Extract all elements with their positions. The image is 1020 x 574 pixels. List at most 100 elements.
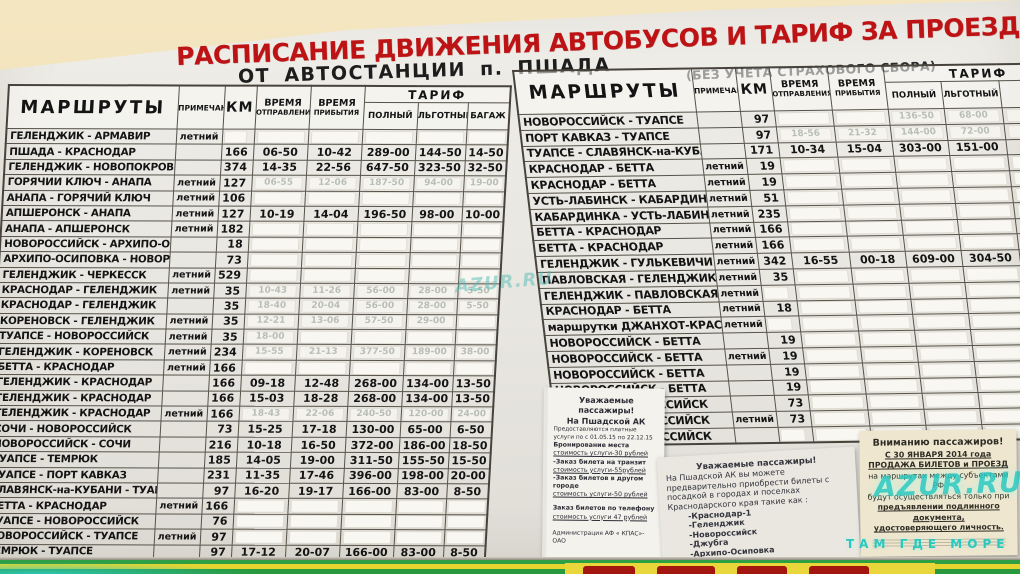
tape-patch [912,284,963,297]
route-cell: ГЕЛЕНДЖИК - КРАСНОДАР [0,405,162,422]
tape-patch [850,238,901,250]
col-departure: ВРЕМЯ ОТПРАВЛЕНИЯ [254,85,311,130]
tape-patch [291,500,339,512]
tape-patch: 18-56 [779,128,832,141]
tape-patch [305,239,353,251]
full-cell: 609-00 [904,250,963,268]
watermark-tagline: ТАМ ГДЕ МОРЕ [846,537,1010,551]
tape-patch [1016,188,1020,201]
note-cell [722,332,769,349]
discount-cell: 189-00 [403,345,455,361]
tape-patch: 28-00 [410,285,455,297]
tape-patch [767,318,792,331]
full-cell: 647-50 [359,160,415,176]
note-cell: летний [718,300,765,318]
note-cell [157,452,205,468]
schedule-row: ТУАПСЕ - НОВОРОССИЙСК летний 35 18-00 [0,328,498,346]
baggage-cell [443,529,487,546]
tape-patch: 21-32 [837,127,888,140]
depart-cell [253,129,309,145]
tape-patch [970,299,1020,312]
tape-patch: 06-55 [254,177,303,189]
full-cell [893,155,952,173]
full-cell: 130-00 [345,421,401,438]
col-notes: ПРИМЕЧАНИЯ [176,85,225,130]
discount-cell [969,328,1020,346]
full-cell [348,360,404,376]
arrive-cell: 12-06 [305,175,360,191]
note-cell [729,395,776,413]
baggage-cell: 15-50 [447,452,491,469]
note-cell [162,375,209,391]
tape-patch [791,223,843,235]
baggage-cell: 12-00 [1001,106,1020,124]
tape-patch [972,315,1020,328]
baggage-cell: 8-50 [446,483,490,500]
arrive-cell: 15-04 [835,140,894,158]
tape-patch: 19-00 [466,178,503,190]
full-cell [897,187,955,205]
tape-patch [235,531,283,543]
tape-patch [781,429,805,441]
tape-patch [899,174,949,186]
km-cell: 182 [216,221,250,237]
depart-cell [798,315,859,333]
discount-cell [415,129,467,146]
notice-line: Предоставляются платные услуги по с 01.0… [553,426,653,442]
tape-patch: 5-50 [459,301,496,313]
baggage-cell [455,314,499,330]
baggage-cell [1014,217,1020,235]
tape-patch [419,131,463,143]
tape-patch [360,223,408,236]
note-cell [726,364,772,381]
depart-cell [231,529,287,545]
tape-patch [257,131,305,143]
km-cell: 19 [768,347,804,365]
arrive-cell: 21-32 [833,125,892,142]
tape-patch [962,236,1015,249]
board-metal-edge [0,557,1020,560]
arrive-cell: 22-06 [292,406,348,422]
arrive-cell [300,267,355,284]
depart-cell: 16-55 [790,252,851,269]
km-cell: 19 [766,332,803,349]
arrive-cell [850,267,909,284]
tape-patch [906,237,957,250]
arrive-cell: 14-04 [303,206,359,222]
tape-patch [849,222,899,235]
depart-cell: 10-18 [236,436,292,453]
arrive-cell: 17-46 [289,467,344,484]
tape-patch [468,131,505,143]
depart-cell [773,110,834,127]
schedule-row: КОРЕНОВСК - ГЕЛЕНДЖИК летний 35 12-21 13-06 5… [0,313,499,330]
full-cell [919,377,978,394]
tape-patch [787,191,839,204]
tape-patch [914,300,964,313]
km-cell [221,129,255,145]
col-arrival: ВРЕМЯ ПРИБЫТИЯ [308,85,365,130]
note-cell: летний [173,175,220,191]
baggage-cell: 19-00 [463,175,506,192]
tape-patch [446,532,483,544]
full-cell [341,498,397,515]
full-cell: 268-00 [347,391,403,407]
route-cell: АПШЕРОНСК - АНАПА [1,205,173,222]
arrive-cell: 20-04 [298,298,354,315]
km-cell [760,284,797,301]
tape-patch [415,193,460,205]
route-cell: АРХИПО-ОСИПОВКА - НОВОРОССИЙСК [0,251,170,268]
note-cell: летний [716,285,763,302]
tape-patch [810,381,862,393]
arrive-cell [867,409,926,427]
notice-line: предъявлении подлинного документа, [877,501,1000,523]
route-cell: АНАПА - АПШЕРОНСК [0,220,172,237]
tape-patch [904,221,955,234]
depart-cell: 14-35 [251,159,307,176]
col-baggage: БАГАЖ [998,79,1020,108]
arrive-cell [287,498,343,515]
schedule-row: НОВОРОССИЙСК - АРХИПО-ОСИПОВКА 18 [0,236,503,253]
note-cell [154,513,202,530]
note-cell [697,127,744,144]
full-cell: 372-00 [344,437,400,453]
col-tariff: ТАРИФ [882,63,1020,83]
